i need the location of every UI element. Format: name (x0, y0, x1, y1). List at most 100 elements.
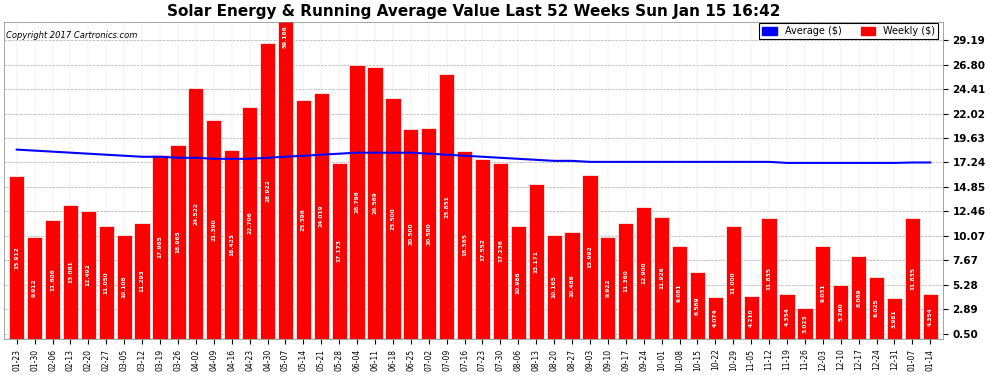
Text: 11.835: 11.835 (766, 267, 771, 290)
Bar (260, 43, 275, 339)
Bar (905, 218, 920, 339)
Bar (332, 163, 346, 339)
Text: 3.981: 3.981 (892, 309, 897, 328)
Text: 11.360: 11.360 (624, 269, 629, 292)
Text: 12.492: 12.492 (86, 264, 91, 286)
Text: 59.166: 59.166 (283, 25, 288, 48)
Text: 4.210: 4.210 (748, 308, 753, 327)
Text: 17.236: 17.236 (498, 239, 503, 262)
Text: 20.580: 20.580 (427, 222, 432, 245)
Bar (242, 106, 257, 339)
Bar (421, 128, 437, 339)
Text: 23.500: 23.500 (390, 207, 395, 230)
Text: 13.081: 13.081 (68, 261, 73, 284)
Bar (367, 67, 382, 339)
Text: 9.912: 9.912 (32, 279, 37, 297)
Text: Copyright 2017 Cartronics.com: Copyright 2017 Cartronics.com (6, 31, 138, 40)
Bar (206, 120, 222, 339)
Bar (654, 217, 669, 339)
Text: 11.835: 11.835 (910, 267, 915, 290)
Text: 11.606: 11.606 (50, 268, 55, 291)
Text: 4.354: 4.354 (784, 307, 789, 326)
Text: 23.396: 23.396 (301, 208, 306, 231)
Title: Solar Energy & Running Average Value Last 52 Weeks Sun Jan 15 16:42: Solar Energy & Running Average Value Las… (166, 4, 780, 19)
Bar (672, 246, 687, 339)
Bar (869, 277, 884, 339)
Bar (224, 150, 240, 339)
Bar (618, 223, 634, 339)
Text: 11.926: 11.926 (659, 267, 664, 289)
Bar (743, 296, 758, 339)
Text: 10.486: 10.486 (569, 274, 574, 297)
Text: 12.900: 12.900 (642, 262, 646, 284)
Bar (135, 224, 149, 339)
Text: 5.260: 5.260 (839, 303, 843, 321)
Text: 18.365: 18.365 (462, 234, 467, 256)
Bar (761, 218, 777, 339)
Text: 3.023: 3.023 (803, 314, 808, 333)
Text: 18.965: 18.965 (175, 231, 180, 253)
Bar (834, 285, 848, 339)
Bar (851, 256, 866, 339)
Text: 26.569: 26.569 (372, 192, 377, 214)
Bar (797, 308, 813, 339)
Text: 10.986: 10.986 (516, 272, 521, 294)
Bar (923, 294, 938, 339)
Bar (9, 176, 25, 339)
Bar (439, 74, 454, 339)
Text: 10.165: 10.165 (551, 276, 556, 298)
Bar (779, 294, 795, 339)
Text: 28.922: 28.922 (265, 180, 270, 202)
Bar (493, 162, 508, 339)
Bar (690, 272, 705, 339)
Bar (45, 220, 60, 339)
Text: 17.173: 17.173 (337, 240, 342, 262)
Bar (546, 235, 561, 339)
Bar (296, 99, 311, 339)
Bar (511, 226, 526, 339)
Text: 22.706: 22.706 (248, 211, 252, 234)
Text: 15.992: 15.992 (587, 246, 592, 268)
Bar (188, 88, 204, 339)
Bar (726, 226, 741, 339)
Bar (637, 207, 651, 339)
Text: 9.922: 9.922 (605, 279, 611, 297)
Bar (117, 236, 132, 339)
Text: 25.851: 25.851 (445, 195, 449, 218)
Text: 4.354: 4.354 (928, 307, 933, 326)
Bar (385, 99, 401, 339)
Text: 11.293: 11.293 (140, 270, 145, 292)
Bar (170, 145, 185, 339)
Text: 17.552: 17.552 (480, 238, 485, 261)
Bar (564, 232, 580, 339)
Bar (529, 184, 544, 339)
Text: 10.108: 10.108 (122, 276, 127, 298)
Text: 11.050: 11.050 (104, 271, 109, 294)
Bar (403, 129, 419, 339)
Bar (475, 159, 490, 339)
Text: 8.069: 8.069 (856, 288, 861, 307)
Bar (278, 0, 293, 339)
Legend: Average ($), Weekly ($): Average ($), Weekly ($) (759, 23, 938, 39)
Text: 18.423: 18.423 (229, 233, 235, 256)
Bar (349, 65, 364, 339)
Text: 9.031: 9.031 (821, 284, 826, 302)
Text: 4.074: 4.074 (713, 309, 718, 327)
Text: 15.912: 15.912 (14, 246, 19, 269)
Text: 20.500: 20.500 (408, 223, 413, 245)
Bar (457, 151, 472, 339)
Bar (708, 297, 723, 339)
Text: 9.081: 9.081 (677, 283, 682, 302)
Text: 17.965: 17.965 (157, 236, 162, 258)
Bar (152, 155, 167, 339)
Bar (314, 93, 329, 339)
Text: 6.569: 6.569 (695, 296, 700, 315)
Bar (27, 237, 43, 339)
Bar (81, 211, 96, 339)
Text: 24.522: 24.522 (193, 202, 198, 225)
Bar (99, 226, 114, 339)
Text: 24.019: 24.019 (319, 205, 324, 227)
Text: 6.025: 6.025 (874, 299, 879, 317)
Bar (815, 246, 831, 339)
Bar (62, 205, 78, 339)
